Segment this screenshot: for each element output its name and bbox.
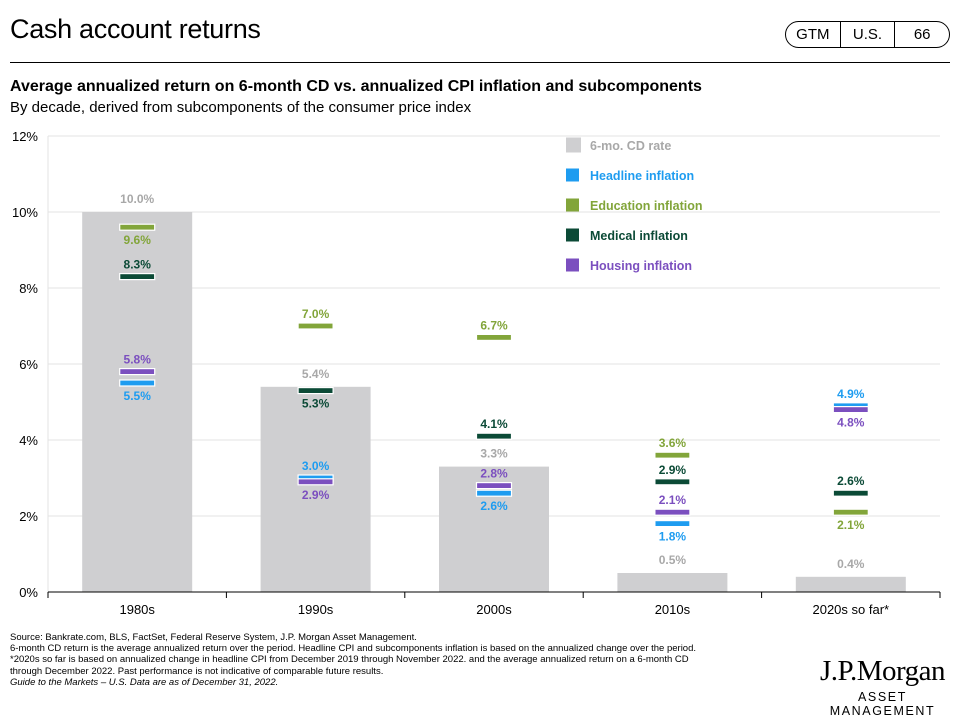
chart-title: Average annualized return on 6-month CD … — [10, 78, 702, 95]
jpmorgan-logo: J.P.Morgan ASSET MANAGEMENT — [810, 655, 955, 718]
marker-data-label: 4.1% — [480, 417, 508, 431]
marker-education-inflation — [475, 333, 513, 341]
bar-data-label: 10.0% — [120, 192, 154, 206]
marker-data-label: 1.8% — [659, 530, 687, 544]
marker-housing-inflation — [297, 478, 334, 486]
y-tick-label: 10% — [12, 205, 38, 220]
marker-data-label: 2.1% — [659, 493, 687, 507]
marker-data-label: 2.6% — [480, 499, 508, 513]
marker-data-label: 8.3% — [124, 258, 152, 272]
footnotes: Source: Bankrate.com, BLS, FactSet, Fede… — [10, 632, 790, 688]
markers: 5.5% 3.0% 2.6% 1.8% 4.9% 9.6% 7.0% 6.7% 3.6% 2.1%… — [119, 223, 869, 544]
marker-data-label: 3.0% — [302, 459, 330, 473]
marker-education-inflation — [297, 322, 334, 330]
logo-wordmark: J.P.Morgan — [820, 655, 946, 687]
bars: 10.0% 5.4% 3.3% 0.5% 0.4% — [82, 192, 906, 592]
footnote-performance: through December 2022. Past performance … — [10, 665, 384, 677]
bar-data-label: 0.5% — [659, 553, 687, 567]
marker-data-label: 5.8% — [124, 353, 152, 367]
badge-page-number: 66 — [894, 22, 949, 47]
marker-data-label: 2.1% — [837, 518, 865, 532]
marker-data-label: 5.5% — [124, 389, 152, 403]
y-tick-label: 2% — [19, 509, 38, 524]
bar-data-label: 3.3% — [480, 447, 508, 461]
y-tick-label: 6% — [19, 357, 38, 372]
marker-medical-inflation — [297, 387, 334, 395]
bar-cd-rate — [795, 576, 906, 592]
marker-education-inflation — [654, 451, 691, 459]
footnote-2020s: *2020s so far is based on annualized cha… — [10, 654, 689, 666]
marker-data-label: 5.3% — [302, 397, 330, 411]
marker-headline-inflation — [654, 519, 691, 528]
marker-medical-inflation — [475, 432, 513, 440]
marker-data-label: 2.8% — [480, 467, 508, 481]
bar-cd-rate — [260, 386, 371, 592]
y-tick-label: 12% — [12, 129, 38, 144]
footnote-method: 6-month CD return is the average annuali… — [10, 643, 697, 655]
marker-data-label: 4.8% — [837, 416, 865, 430]
marker-data-label: 2.9% — [302, 488, 330, 502]
footnote-source: Source: Bankrate.com, BLS, FactSet, Fede… — [10, 632, 417, 643]
page-title: Cash account returns — [10, 14, 261, 44]
y-tick-label: 4% — [19, 433, 38, 448]
logo-subtitle: ASSET MANAGEMENT — [829, 690, 936, 718]
marker-data-label: 3.6% — [659, 436, 687, 450]
marker-data-label: 4.9% — [837, 387, 865, 401]
axes: 0% 2% 4% 6% 8% 10% 12% 1980s 1990s 2000s 2010s 2020… — [12, 129, 941, 617]
bar-data-label: 5.4% — [302, 367, 330, 381]
marker-data-label: 6.7% — [480, 318, 508, 332]
marker-housing-inflation — [832, 406, 869, 414]
y-tick-label: 0% — [19, 585, 38, 600]
legend-swatch — [566, 137, 581, 153]
marker-medical-inflation — [654, 478, 691, 486]
badge-region: U.S. — [839, 22, 895, 47]
marker-data-label: 2.6% — [837, 474, 865, 488]
legend-label: 6-mo. CD rate — [590, 139, 671, 153]
marker-data-label: 7.0% — [302, 307, 330, 321]
bar-cd-rate — [617, 573, 728, 592]
marker-headline-inflation — [475, 489, 513, 497]
x-tick-label: 2020s so far* — [812, 602, 889, 617]
footnote-date: Guide to the Markets – U.S. Data are as … — [10, 676, 279, 688]
marker-housing-inflation — [119, 368, 156, 376]
x-tick-label: 2000s — [476, 602, 512, 617]
y-tick-label: 8% — [19, 281, 38, 296]
marker-education-inflation — [119, 223, 156, 231]
x-tick-label: 1980s — [119, 602, 155, 617]
marker-medical-inflation — [832, 489, 869, 497]
header-divider — [10, 62, 950, 63]
bar-data-label: 0.4% — [837, 557, 865, 571]
legend-swatch — [566, 228, 579, 242]
legend-swatch — [566, 198, 579, 212]
legend-label: Housing inflation — [590, 259, 692, 273]
marker-data-label: 9.6% — [124, 233, 152, 247]
marker-data-label: 2.9% — [659, 463, 687, 477]
marker-headline-inflation — [119, 379, 156, 387]
legend-label: Medical inflation — [590, 229, 688, 243]
marker-medical-inflation — [119, 273, 156, 281]
legend-swatch — [566, 258, 579, 272]
gtm-badge: GTM U.S. 66 — [785, 21, 950, 48]
chart-subtitle: By decade, derived from subcomponents of… — [10, 99, 472, 116]
legend-label: Headline inflation — [590, 169, 694, 183]
legend-swatch — [566, 168, 579, 182]
legend-label: Education inflation — [590, 199, 703, 213]
marker-housing-inflation — [475, 482, 513, 490]
x-tick-label: 1990s — [298, 602, 334, 617]
gridlines — [47, 135, 940, 592]
badge-gtm: GTM — [796, 26, 830, 43]
marker-housing-inflation — [654, 508, 691, 516]
marker-education-inflation — [832, 508, 869, 516]
x-tick-label: 2010s — [655, 602, 691, 617]
legend: 6-mo. CD rate Headline inflation Education… — [566, 137, 703, 273]
